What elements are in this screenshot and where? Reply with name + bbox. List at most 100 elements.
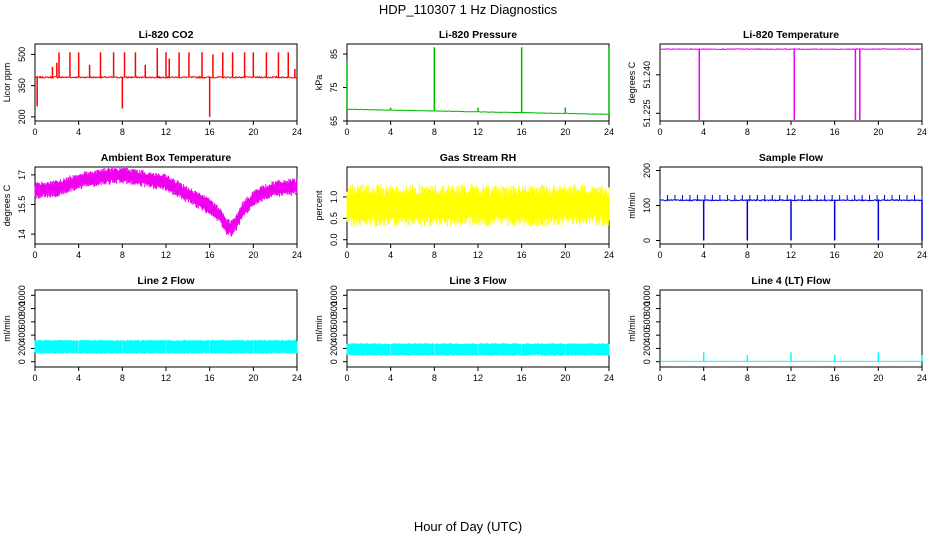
x-tick-label: 20	[873, 127, 883, 137]
y-tick-label: 1000	[329, 285, 339, 305]
y-tick-label: 0	[17, 359, 27, 364]
x-tick-label: 16	[517, 373, 527, 383]
y-axis-label: ml/min	[314, 315, 324, 342]
x-tick-label: 20	[248, 250, 258, 260]
x-tick-label: 0	[344, 373, 349, 383]
y-tick-label: 600	[329, 314, 339, 329]
x-tick-label: 24	[917, 127, 927, 137]
panel-title: Sample Flow	[759, 152, 824, 164]
x-tick-label: 4	[388, 127, 393, 137]
x-tick-label: 24	[292, 373, 302, 383]
x-tick-label: 8	[120, 127, 125, 137]
chart-panel-2: Li-820 Pressure kPa 0 4 8 12 16 20 24 65 75 85	[314, 29, 614, 137]
x-tick-label: 24	[604, 373, 614, 383]
x-tick-label: 16	[517, 127, 527, 137]
x-tick-label: 12	[161, 127, 171, 137]
y-axis-label: degrees C	[2, 184, 12, 226]
y-axis-label: ml/min	[627, 315, 637, 342]
y-tick-label: 51.240	[642, 61, 652, 89]
x-tick-label: 20	[873, 250, 883, 260]
x-tick-label: 8	[432, 373, 437, 383]
x-tick-label: 0	[32, 373, 37, 383]
x-tick-label: 16	[830, 373, 840, 383]
x-tick-label: 8	[120, 250, 125, 260]
x-tick-label: 0	[344, 250, 349, 260]
x-tick-label: 8	[432, 127, 437, 137]
y-tick-label: 85	[329, 49, 339, 59]
x-tick-label: 12	[473, 127, 483, 137]
y-axis-label: ml/min	[2, 315, 12, 342]
y-tick-label: 1000	[642, 285, 652, 305]
panel-title: Li-820 CO2	[139, 29, 194, 41]
x-tick-label: 12	[786, 250, 796, 260]
x-tick-label: 24	[292, 127, 302, 137]
x-tick-label: 0	[657, 250, 662, 260]
x-tick-label: 12	[161, 250, 171, 260]
y-tick-label: 400	[17, 328, 27, 343]
data-series	[346, 184, 610, 227]
x-tick-label: 16	[205, 250, 215, 260]
x-axis-label: Hour of Day (UTC)	[414, 519, 522, 534]
x-tick-label: 24	[917, 373, 927, 383]
y-tick-label: 600	[17, 314, 27, 329]
x-tick-label: 4	[701, 373, 706, 383]
y-tick-label: 15.5	[17, 196, 27, 214]
data-line	[659, 48, 923, 51]
panel-title: Ambient Box Temperature	[101, 152, 232, 164]
x-tick-label: 24	[604, 250, 614, 260]
x-tick-label: 12	[161, 373, 171, 383]
chart-panel-7: Line 2 Flow ml/min 0 4 8 12 16 20 24 0 20040060080…	[2, 275, 302, 383]
x-tick-label: 20	[248, 373, 258, 383]
y-axis-label: percent	[314, 190, 324, 221]
x-tick-label: 16	[205, 127, 215, 137]
panel-title: Gas Stream RH	[440, 152, 516, 164]
y-tick-label: 14	[17, 229, 27, 239]
x-tick-label: 0	[344, 127, 349, 137]
data-series	[659, 195, 923, 241]
chart-panel-5: Gas Stream RH percent 0 4 8 12 16 20 24 0.0 0.5 1.0	[314, 152, 614, 260]
y-tick-label: 800	[329, 301, 339, 316]
y-tick-label: 800	[642, 301, 652, 316]
x-tick-label: 4	[388, 373, 393, 383]
chart-panel-1: Li-820 CO2 Licor ppm 0 4 8 12 16 20 24 200 350 500	[2, 29, 302, 137]
x-tick-label: 8	[745, 250, 750, 260]
y-tick-label: 0.5	[329, 212, 339, 225]
x-tick-label: 4	[76, 373, 81, 383]
y-axis-label: Licor ppm	[2, 63, 12, 103]
x-tick-label: 0	[32, 127, 37, 137]
x-tick-label: 4	[701, 127, 706, 137]
y-tick-label: 200	[17, 109, 27, 124]
x-tick-label: 0	[32, 250, 37, 260]
panel-title: Line 3 Flow	[449, 275, 507, 287]
y-tick-label: 0	[642, 359, 652, 364]
panel-title: Line 4 (LT) Flow	[751, 275, 831, 287]
y-tick-label: 0.0	[329, 233, 339, 246]
chart-panel-3: Li-820 Temperature degrees C 0 4 8 12 16 20 24 51…	[627, 29, 927, 137]
x-tick-label: 20	[873, 373, 883, 383]
y-axis-label: degrees C	[627, 61, 637, 103]
data-series	[34, 339, 298, 354]
y-tick-label: 0	[642, 238, 652, 243]
y-tick-label: 400	[329, 328, 339, 343]
data-series	[346, 343, 610, 356]
y-tick-label: 200	[642, 341, 652, 356]
y-tick-label: 1000	[17, 285, 27, 305]
chart-panel-6: Sample Flow ml/min 0 4 8 12 16 20 24 0 100 200	[627, 152, 927, 260]
y-tick-label: 350	[17, 78, 27, 93]
x-tick-label: 12	[473, 250, 483, 260]
data-series	[34, 48, 298, 117]
chart-panel-4: Ambient Box Temperature degrees C 0 4 8 12 16 2…	[2, 152, 302, 260]
x-tick-label: 4	[76, 127, 81, 137]
main-title: HDP_110307 1 Hz Diagnostics	[379, 2, 558, 17]
x-tick-label: 20	[560, 250, 570, 260]
x-tick-label: 8	[432, 250, 437, 260]
x-tick-label: 20	[560, 127, 570, 137]
y-tick-label: 51.225	[642, 100, 652, 128]
y-tick-label: 600	[642, 314, 652, 329]
y-tick-label: 500	[17, 47, 27, 62]
data-series	[346, 47, 610, 116]
x-tick-label: 0	[657, 127, 662, 137]
data-series	[659, 352, 923, 362]
